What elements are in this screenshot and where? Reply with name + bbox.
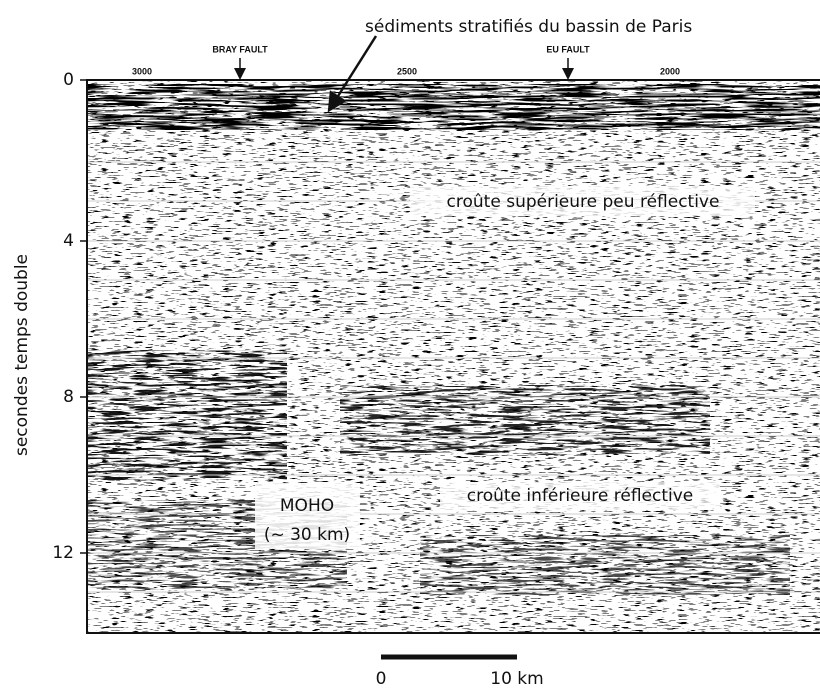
y-tick-label: 12 [52, 543, 74, 563]
lower-crust-reflectors [340, 385, 710, 455]
label-backdrop [440, 482, 720, 510]
top-label: 2000 [660, 66, 680, 76]
label-backdrop [410, 186, 755, 216]
top-label: 2500 [397, 66, 417, 76]
lower-crust-reflectors [87, 350, 287, 480]
sediment-reflectors [87, 84, 820, 130]
label-backdrop [255, 483, 360, 549]
annotation-arrow [327, 35, 378, 113]
annotation: MOHO [280, 496, 334, 516]
top-label: 3000 [132, 66, 152, 76]
y-tick-label: 8 [63, 387, 74, 407]
fault-label: EU FAULT [546, 44, 590, 54]
timing-lines [87, 161, 820, 593]
seismic-section [87, 80, 820, 633]
y-tick-label: 4 [63, 231, 74, 251]
scale-label: 10 km [490, 669, 543, 689]
lower-crust-reflectors [420, 535, 790, 595]
y-ticks [80, 79, 87, 554]
fault-label: BRAY FAULT [212, 44, 268, 54]
annotation: (~ 30 km) [264, 525, 350, 545]
frame [86, 79, 820, 634]
y-tick-label: 0 [63, 70, 74, 90]
annotation: croûte supérieure peu réflective [447, 192, 720, 212]
scale-label: 0 [376, 669, 387, 689]
annotation: croûte inférieure réflective [467, 486, 694, 506]
y-axis-label: secondes temps double [12, 254, 32, 456]
annotation: sédiments stratifiés du bassin de Paris [365, 17, 692, 37]
